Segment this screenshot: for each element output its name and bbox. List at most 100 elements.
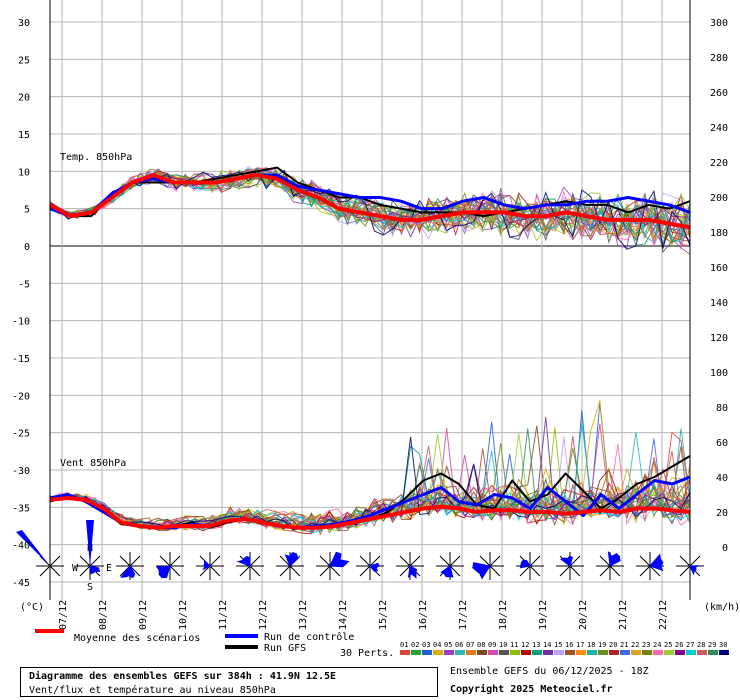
wind-rose-petal bbox=[120, 565, 136, 579]
wind-rose bbox=[596, 550, 624, 580]
wind-perturbation-line bbox=[49, 425, 691, 532]
pert-number: 04 bbox=[433, 641, 441, 649]
right-tick-label: 160 bbox=[710, 263, 728, 274]
right-tick-label: 200 bbox=[710, 193, 728, 204]
temperature-control-line bbox=[49, 173, 691, 218]
pert-color-swatch bbox=[664, 650, 674, 655]
pert-color-swatch bbox=[653, 650, 663, 655]
right-tick-label: 300 bbox=[710, 18, 728, 29]
wind-perturbation-line bbox=[49, 436, 691, 531]
date-label: 10/12 bbox=[178, 600, 189, 630]
copyright-text: Copyright 2025 Meteociel.fr bbox=[450, 684, 613, 695]
pert-number: 03 bbox=[422, 641, 430, 649]
right-tick-label: 140 bbox=[710, 298, 728, 309]
pert-color-swatch bbox=[598, 650, 608, 655]
pert-color-swatch bbox=[719, 650, 729, 655]
right-tick-label: 220 bbox=[710, 158, 728, 169]
pert-number: 10 bbox=[499, 641, 507, 649]
wind-rose bbox=[156, 552, 184, 580]
pert-number: 23 bbox=[642, 641, 650, 649]
pert-number: 11 bbox=[510, 641, 518, 649]
left-tick-label: -5 bbox=[18, 279, 30, 290]
pert-color-swatch bbox=[565, 650, 575, 655]
footer-title-box: Diagramme des ensembles GEFS sur 384h : … bbox=[20, 667, 438, 697]
wind-rose-petal bbox=[519, 559, 531, 569]
left-tick-label: -35 bbox=[12, 503, 30, 514]
pert-color-swatch bbox=[521, 650, 531, 655]
date-label: 13/12 bbox=[298, 600, 309, 630]
wind-rose-petal bbox=[689, 565, 700, 575]
pert-number: 06 bbox=[455, 641, 463, 649]
pert-color-swatch bbox=[400, 650, 410, 655]
wind-rose bbox=[436, 552, 464, 580]
wind-rose-petal bbox=[607, 550, 621, 567]
pert-number: 29 bbox=[708, 641, 716, 649]
temperature-panel-label: Temp. 850hPa bbox=[60, 152, 132, 163]
right-tick-label: 120 bbox=[710, 333, 728, 344]
wind-rose bbox=[556, 552, 584, 580]
pert-number: 27 bbox=[686, 641, 694, 649]
date-label: 16/12 bbox=[418, 600, 429, 630]
date-label: 18/12 bbox=[498, 600, 509, 630]
left-tick-label: 20 bbox=[18, 93, 30, 104]
wind-rose bbox=[472, 552, 504, 580]
wind-rose-petal bbox=[16, 530, 50, 566]
pert-number: 14 bbox=[543, 641, 551, 649]
pert-color-swatch bbox=[433, 650, 443, 655]
pert-color-swatch bbox=[708, 650, 718, 655]
date-label: 14/12 bbox=[338, 600, 349, 630]
pert-number: 13 bbox=[532, 641, 540, 649]
left-tick-label: 10 bbox=[18, 167, 30, 178]
pert-number: 01 bbox=[400, 641, 408, 649]
pert-color-swatch bbox=[422, 650, 432, 655]
pert-number: 02 bbox=[411, 641, 419, 649]
ensemble-run-info: Ensemble GEFS du 06/12/2025 - 18Z bbox=[450, 666, 649, 677]
pert-number: 05 bbox=[444, 641, 452, 649]
wind-rose-petal bbox=[369, 562, 380, 572]
pert-color-swatch bbox=[587, 650, 597, 655]
pert-color-swatch bbox=[675, 650, 685, 655]
right-tick-label: 240 bbox=[710, 123, 728, 134]
pert-color-swatch bbox=[488, 650, 498, 655]
right-tick-label: 180 bbox=[710, 228, 728, 239]
pert-color-swatch bbox=[554, 650, 564, 655]
right-unit-label: (km/h) bbox=[704, 602, 740, 613]
wind-rose-petal bbox=[86, 520, 94, 566]
pert-number: 17 bbox=[576, 641, 584, 649]
legend-perts-label: 30 Perts. bbox=[340, 648, 394, 659]
wind-rose-petal bbox=[156, 565, 171, 579]
pert-number: 09 bbox=[488, 641, 496, 649]
date-label: 08/12 bbox=[98, 600, 109, 630]
pert-color-swatch bbox=[631, 650, 641, 655]
left-tick-label: -25 bbox=[12, 429, 30, 440]
date-label: 20/12 bbox=[578, 600, 589, 630]
pert-color-swatch bbox=[697, 650, 707, 655]
right-tick-label: 60 bbox=[716, 438, 728, 449]
wind-rose bbox=[236, 552, 264, 580]
left-unit-label: (°C) bbox=[20, 602, 44, 613]
left-tick-label: -45 bbox=[12, 578, 30, 589]
pert-color-swatch bbox=[444, 650, 454, 655]
wind-rose bbox=[356, 552, 384, 580]
pert-color-swatch bbox=[686, 650, 696, 655]
pert-color-swatch bbox=[576, 650, 586, 655]
compass-south-label: S bbox=[87, 582, 93, 593]
left-tick-label: 5 bbox=[24, 205, 30, 216]
legend-gfs-label: Run GFS bbox=[264, 643, 306, 654]
left-tick-label: -15 bbox=[12, 354, 30, 365]
date-label: 17/12 bbox=[458, 600, 469, 630]
pert-number: 26 bbox=[675, 641, 683, 649]
pert-color-swatch bbox=[532, 650, 542, 655]
left-tick-label: 25 bbox=[18, 55, 30, 66]
main-series bbox=[49, 166, 691, 530]
pert-color-swatch bbox=[642, 650, 652, 655]
left-tick-label: 0 bbox=[24, 242, 30, 253]
pert-number: 20 bbox=[609, 641, 617, 649]
wind-rose-petal bbox=[649, 553, 664, 572]
wind-rose-petal bbox=[329, 551, 350, 568]
date-label: 15/12 bbox=[378, 600, 389, 630]
right-tick-label: 260 bbox=[710, 88, 728, 99]
left-tick-label: -10 bbox=[12, 317, 30, 328]
pert-number: 07 bbox=[466, 641, 474, 649]
pert-number: 30 bbox=[719, 641, 727, 649]
